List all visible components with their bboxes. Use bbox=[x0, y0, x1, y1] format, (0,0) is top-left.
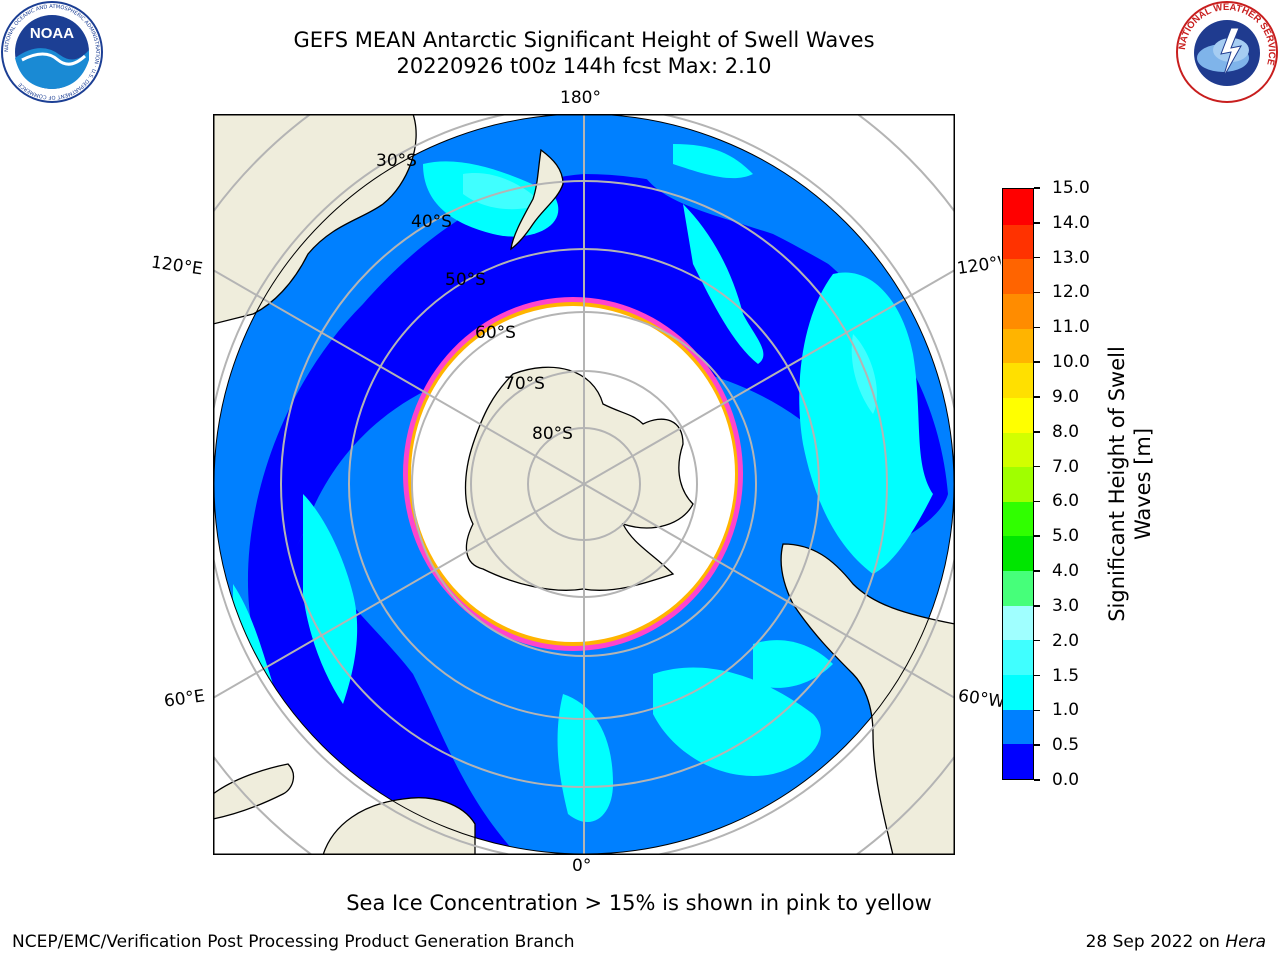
lat-label-30s: 30°S bbox=[376, 151, 417, 171]
colorbar-tick bbox=[1034, 779, 1040, 781]
map-title: GEFS MEAN Antarctic Significant Height o… bbox=[293, 28, 875, 52]
colorbar-tick-label: 15.0 bbox=[1052, 178, 1090, 198]
colorbar-tick-label: 0.0 bbox=[1052, 770, 1080, 790]
africa-land bbox=[322, 797, 476, 855]
colorbar-tick-label: 14.0 bbox=[1052, 212, 1090, 233]
colorbar-tick bbox=[1034, 709, 1040, 712]
colorbar-tick-label: 3.0 bbox=[1052, 595, 1080, 616]
nws-logo-icon: NATIONAL WEATHER SERVICE bbox=[1176, 1, 1278, 103]
lon-label-120w: 120°W bbox=[955, 253, 1003, 279]
colorbar-tick-label: 6.0 bbox=[1052, 491, 1080, 512]
colorbar-tick bbox=[1034, 465, 1040, 468]
new-zealand-land bbox=[510, 148, 564, 251]
colorbar-tick-label: 8.0 bbox=[1052, 421, 1080, 442]
colorbar-tick bbox=[1034, 361, 1040, 363]
lat-label-70s: 70°S bbox=[504, 374, 545, 394]
lon-label-60e: 60°E bbox=[162, 686, 207, 712]
colorbar-tick-label: 4.0 bbox=[1052, 561, 1080, 582]
colorbar-tick bbox=[1034, 222, 1040, 224]
colorbar-tick bbox=[1034, 326, 1040, 329]
colorbar-tick bbox=[1034, 535, 1040, 537]
graticule bbox=[213, 114, 955, 855]
producer-credit: NCEP/EMC/Verification Post Processing Pr… bbox=[12, 932, 575, 952]
lat-label-80s: 80°S bbox=[532, 424, 573, 444]
sea-ice-note: Sea Ice Concentration > 15% is shown in … bbox=[346, 891, 932, 915]
map-panel bbox=[213, 114, 955, 855]
colorbar-tick-label: 10.0 bbox=[1052, 352, 1090, 373]
colorbar-segment bbox=[1003, 431, 1033, 468]
antarctica-land bbox=[464, 366, 694, 591]
colorbar-segment bbox=[1003, 224, 1033, 260]
colorbar-tick bbox=[1034, 605, 1040, 607]
noaa-logo-text: NOAA bbox=[30, 25, 74, 42]
colorbar-tick bbox=[1034, 570, 1040, 572]
run-date-text: 28 Sep 2022 on bbox=[1085, 932, 1226, 952]
run-date: 28 Sep 2022 on Hera bbox=[1086, 932, 1266, 952]
colorbar-segment bbox=[1003, 535, 1033, 572]
colorbar-tick-label: 7.0 bbox=[1052, 456, 1080, 477]
colorbar bbox=[1002, 188, 1034, 780]
colorbar-tick bbox=[1034, 396, 1040, 398]
colorbar-tick bbox=[1034, 639, 1040, 642]
colorbar-tick-label: 11.0 bbox=[1052, 317, 1090, 338]
lat-label-40s: 40°S bbox=[411, 212, 452, 232]
colorbar-segment bbox=[1003, 189, 1033, 225]
lat-label-60s: 60°S bbox=[475, 323, 516, 343]
lon-label-180: 180° bbox=[560, 88, 601, 108]
colorbar-segment bbox=[1003, 570, 1033, 606]
colorbar-segment bbox=[1003, 328, 1033, 364]
noaa-logo-icon: NOAA NATIONAL OCEANIC AND ATMOSPHERIC AD… bbox=[1, 1, 103, 103]
colorbar-segment bbox=[1003, 397, 1033, 433]
lat-label-50s: 50°S bbox=[445, 270, 486, 290]
colorbar-tick bbox=[1034, 500, 1040, 503]
colorbar-tick-label: 0.5 bbox=[1052, 735, 1080, 756]
colorbar-segment bbox=[1003, 674, 1033, 710]
colorbar-tick-label: 1.0 bbox=[1052, 700, 1080, 721]
colorbar-tick-label: 5.0 bbox=[1052, 526, 1080, 547]
colorbar-segment bbox=[1003, 466, 1033, 502]
colorbar-segment bbox=[1003, 501, 1033, 537]
colorbar-label-line2: Waves [m] bbox=[1131, 427, 1155, 541]
colorbar-tick-label: 2.0 bbox=[1052, 630, 1080, 651]
map-subtitle: 20220926 t00z 144h fcst Max: 2.10 bbox=[396, 54, 772, 78]
colorbar-tick bbox=[1034, 291, 1040, 294]
colorbar-tick bbox=[1034, 256, 1040, 259]
colorbar-segment bbox=[1003, 743, 1033, 779]
colorbar-tick bbox=[1034, 187, 1040, 189]
colorbar-tick bbox=[1034, 431, 1040, 433]
colorbar-tick-label: 12.0 bbox=[1052, 282, 1090, 303]
colorbar-label-line1: Significant Height of Swell bbox=[1105, 346, 1129, 622]
colorbar-tick-label: 9.0 bbox=[1052, 386, 1080, 407]
madagascar-land bbox=[213, 763, 295, 820]
colorbar-tick-label: 1.5 bbox=[1052, 665, 1080, 686]
colorbar-tick bbox=[1034, 744, 1040, 746]
colorbar-segment bbox=[1003, 639, 1033, 676]
colorbar-tick bbox=[1034, 674, 1040, 677]
swell-patch-atlantic bbox=[653, 667, 821, 776]
lon-label-120e: 120°E bbox=[149, 252, 204, 280]
colorbar-segment bbox=[1003, 709, 1033, 745]
colorbar-segment bbox=[1003, 362, 1033, 398]
colorbar-tick-label: 13.0 bbox=[1052, 247, 1090, 268]
colorbar-segment bbox=[1003, 293, 1033, 329]
run-host: Hera bbox=[1225, 932, 1266, 952]
low-swell-band bbox=[247, 174, 949, 634]
colorbar-segment bbox=[1003, 258, 1033, 294]
lon-label-0: 0° bbox=[572, 856, 592, 876]
lon-label-60w: 60°W bbox=[956, 686, 1004, 712]
colorbar-segment bbox=[1003, 605, 1033, 641]
